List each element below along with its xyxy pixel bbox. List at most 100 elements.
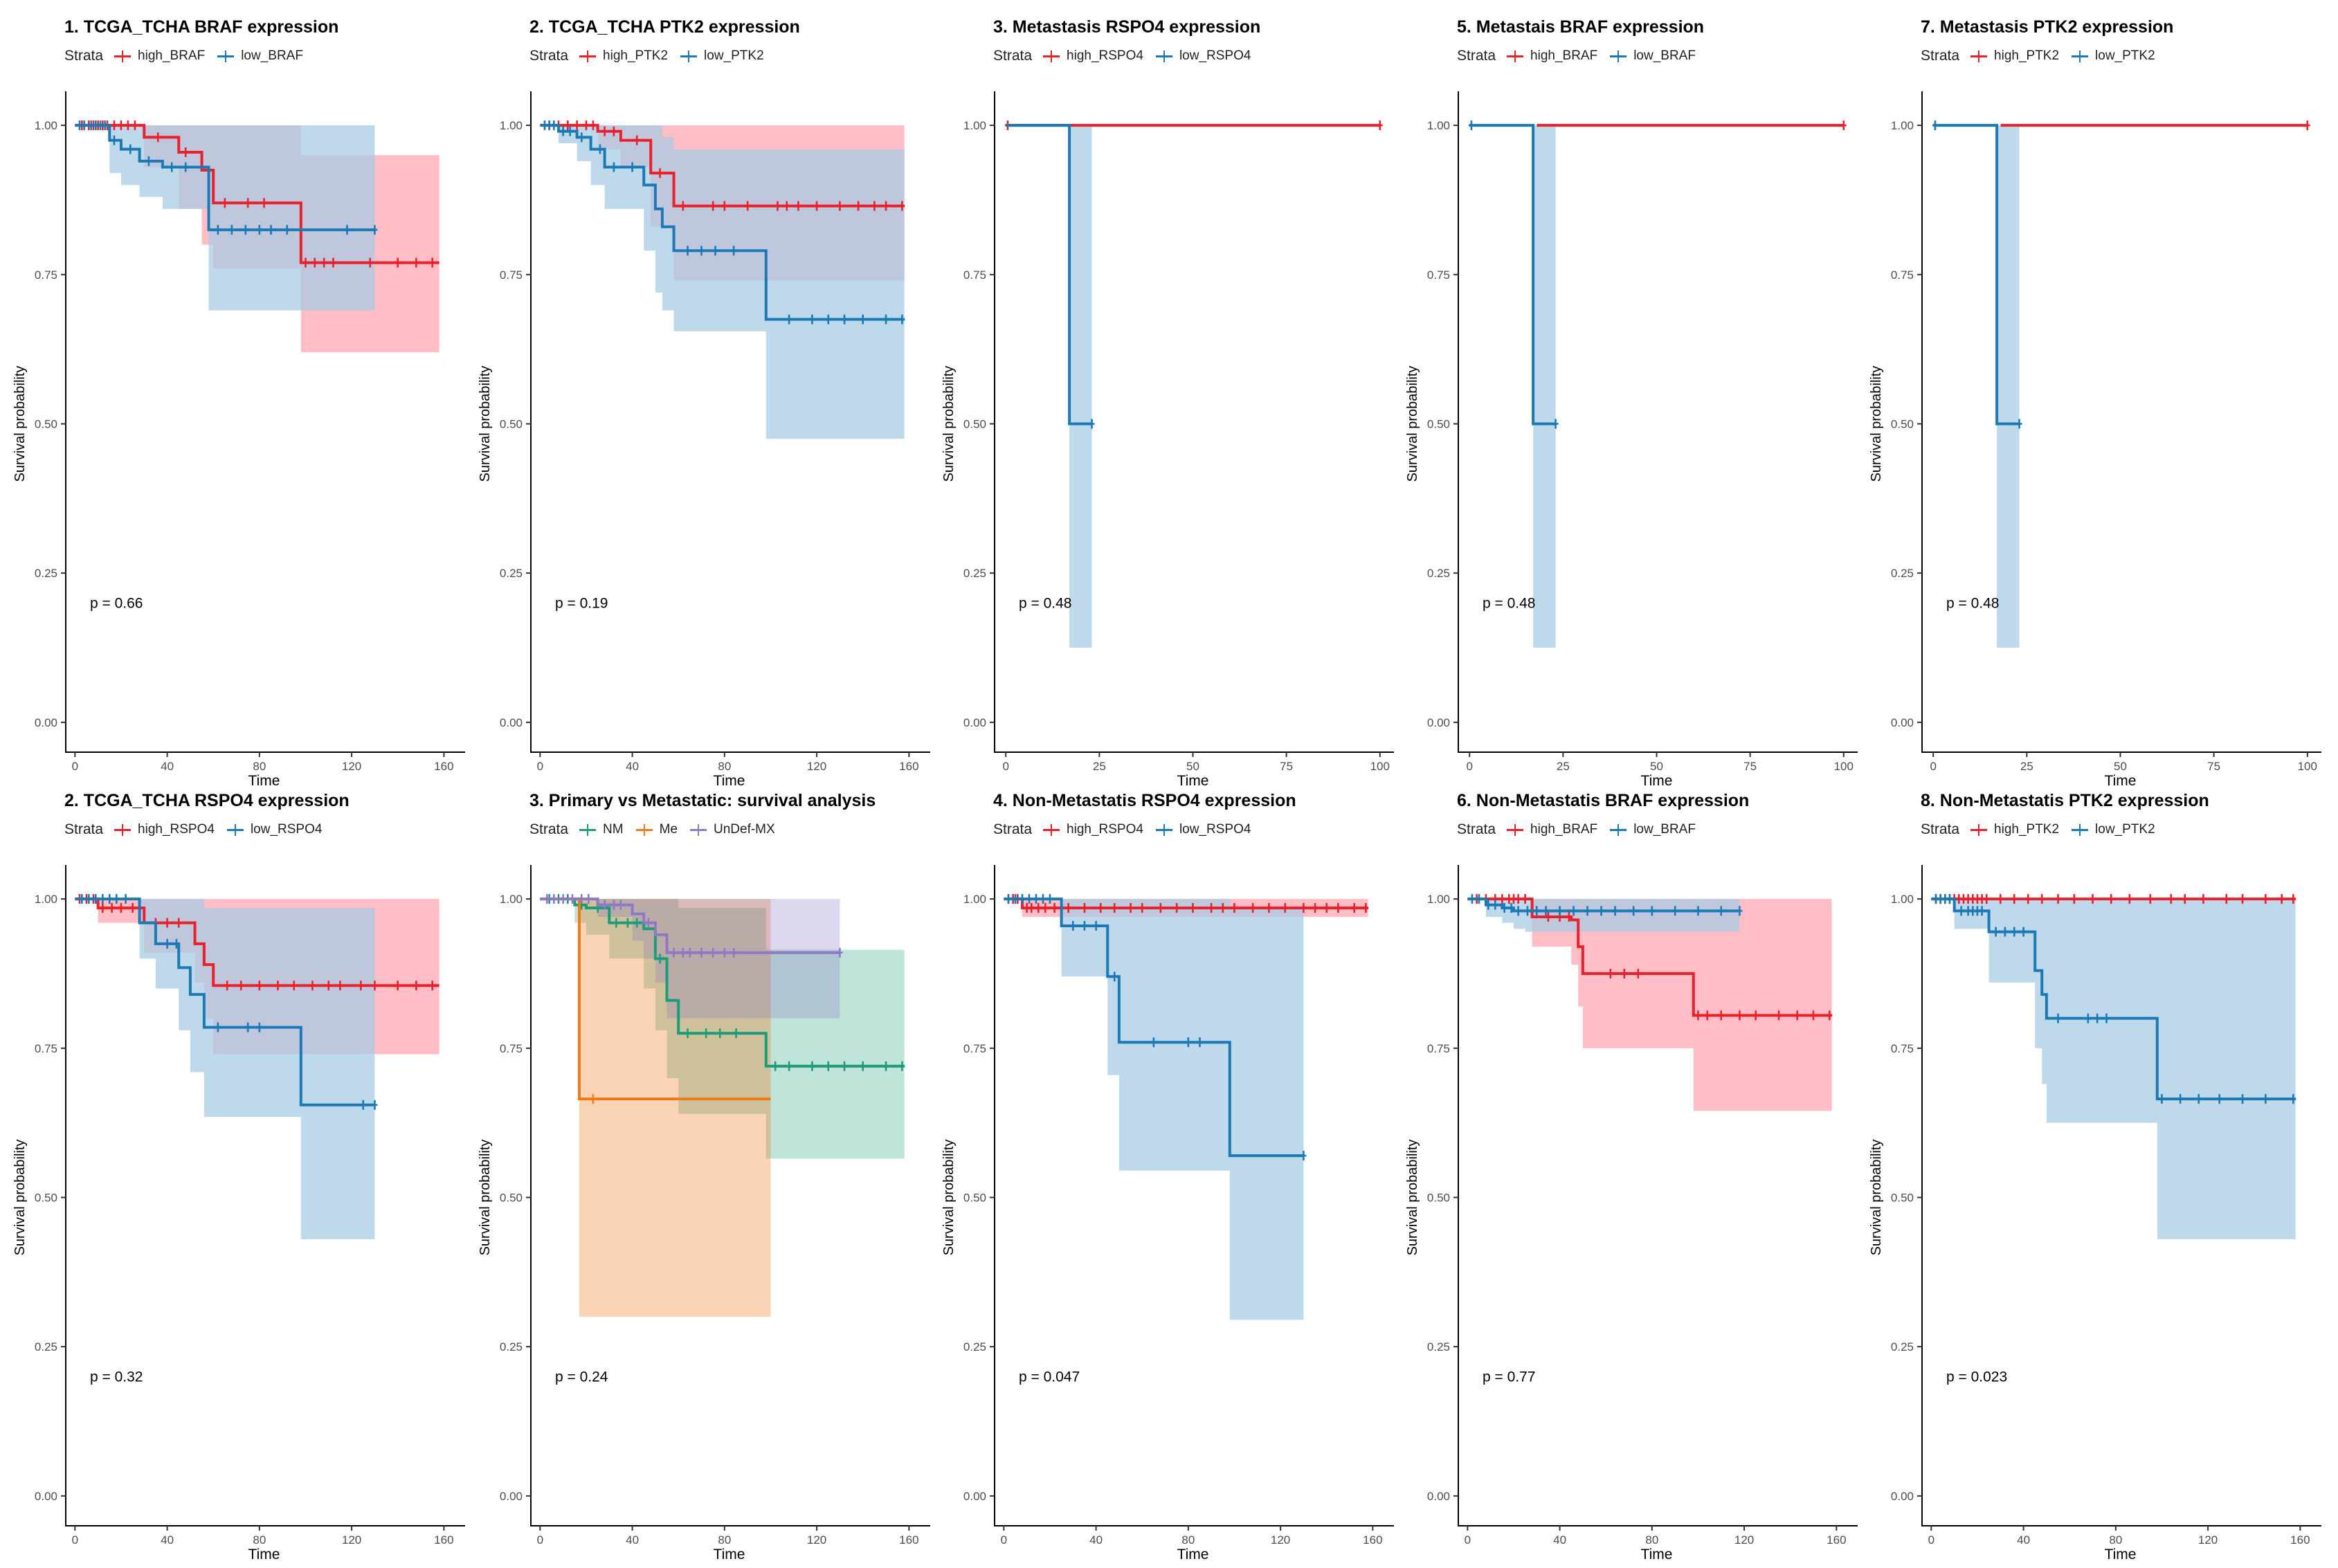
legend-item: high_BRAF	[113, 48, 205, 64]
censor-mark	[344, 225, 350, 235]
censor-mark	[860, 1061, 866, 1071]
x-tick-label: 75	[2207, 760, 2220, 773]
censor-mark	[710, 947, 716, 958]
censor-mark	[1208, 903, 1215, 913]
legend-title: Strata	[1457, 48, 1496, 64]
x-tick-label: 120	[2198, 1533, 2218, 1547]
censor-mark	[680, 201, 686, 211]
censor-mark	[86, 894, 92, 904]
km-panel-8: 4. Non-Metastatis RSPO4 expression Strata…	[929, 774, 1394, 1562]
censor-mark	[1794, 1010, 1800, 1021]
y-tick-label: 0.75	[1891, 268, 1914, 282]
censor-mark	[1631, 906, 1637, 916]
legend: Strata high_RSPO4 low_RSPO4	[993, 819, 1262, 840]
censor-mark	[2039, 894, 2045, 904]
censor-mark	[129, 903, 136, 913]
legend-key	[216, 48, 235, 64]
censor-mark	[228, 225, 235, 235]
censor-mark	[330, 257, 336, 268]
y-tick-label: 0.75	[35, 1042, 57, 1055]
censor-mark	[721, 201, 727, 211]
legend-item: NM	[578, 822, 624, 837]
censor-mark	[1552, 419, 1559, 429]
censor-mark	[429, 257, 435, 268]
censor-mark	[1112, 972, 1118, 982]
confidence-band-low_RSPO4	[1004, 899, 1304, 1320]
x-tick-label: 160	[1363, 1533, 1382, 1547]
censor-mark	[429, 981, 435, 991]
censor-mark	[145, 156, 152, 166]
censor-mark	[574, 120, 580, 131]
y-tick-label: 1.00	[963, 119, 986, 132]
censor-mark	[610, 126, 617, 136]
censor-mark	[809, 1061, 815, 1071]
censor-mark	[837, 201, 843, 211]
legend-title: Strata	[1921, 821, 1960, 837]
censor-mark	[613, 918, 619, 928]
censor-mark	[1028, 903, 1035, 913]
censor-mark	[1051, 903, 1058, 913]
legend-label: low_RSPO4	[250, 822, 323, 837]
x-tick-label: 120	[1734, 1533, 1754, 1547]
legend-item: low_BRAF	[216, 48, 303, 64]
survival-curve-high_RSPO4	[75, 897, 439, 987]
censor-mark	[1065, 903, 1071, 913]
y-tick-label: 1.00	[500, 893, 523, 906]
y-tick-label: 1.00	[1891, 119, 1914, 132]
censor-mark	[1979, 906, 1985, 916]
censor-mark	[337, 981, 343, 991]
censor-mark	[579, 894, 585, 904]
legend-item: high_RSPO4	[1042, 822, 1143, 837]
confidence-band-high_BRAF	[1467, 899, 1832, 1111]
y-axis-label: Survival probability	[478, 1140, 493, 1256]
censor-mark	[883, 1061, 889, 1071]
axes-frame	[994, 865, 1394, 1526]
censor-mark	[132, 120, 138, 131]
legend-item: low_BRAF	[1608, 822, 1696, 837]
censor-mark	[786, 314, 792, 325]
censor-mark	[1098, 903, 1104, 913]
legend-key	[578, 822, 597, 837]
censor-mark	[567, 126, 573, 136]
legend-item: low_PTK2	[2070, 48, 2155, 64]
censor-mark	[245, 198, 251, 208]
legend-title: Strata	[529, 821, 569, 837]
km-panel-3: 3. Metastasis RSPO4 expression Strata high…	[929, 0, 1394, 789]
censor-mark	[1695, 1010, 1701, 1021]
censor-mark	[1033, 894, 1039, 904]
x-tick-label: 160	[434, 1533, 453, 1547]
x-tick-label: 120	[342, 1533, 361, 1547]
censor-mark	[1958, 906, 1964, 916]
confidence-band-low_RSPO4	[75, 899, 375, 1239]
x-axis-label: Time	[1177, 773, 1209, 789]
censor-mark	[1127, 903, 1134, 913]
censor-mark	[1534, 906, 1540, 916]
legend-key	[1042, 48, 1061, 64]
y-tick-label: 1.00	[1427, 119, 1450, 132]
y-tick-label: 0.25	[963, 1340, 986, 1353]
censor-mark	[1150, 1037, 1157, 1048]
censor-mark	[634, 135, 640, 145]
censor-mark	[2090, 894, 2096, 904]
censor-mark	[1718, 1010, 1724, 1021]
y-axis-label: Survival probability	[1869, 366, 1884, 482]
x-tick-label: 160	[1827, 1533, 1846, 1547]
censor-mark	[2177, 1094, 2184, 1104]
censor-mark	[551, 120, 557, 131]
censor-mark	[1557, 906, 1563, 916]
censor-mark	[102, 120, 108, 131]
x-axis-label: Time	[248, 1547, 280, 1562]
censor-mark	[125, 120, 131, 131]
y-tick-label: 0.00	[1891, 716, 1914, 729]
legend-title: Strata	[1921, 48, 1960, 64]
km-panel-9: 6. Non-Metastatis BRAF expression Strata h…	[1393, 774, 1858, 1562]
legend-item: Me	[635, 822, 678, 837]
chart-title: 3. Primary vs Metastatic: survival analy…	[529, 791, 876, 810]
censor-mark	[2223, 894, 2229, 904]
censor-mark	[601, 900, 608, 910]
censor-mark	[1607, 968, 1613, 978]
censor-mark	[617, 900, 624, 910]
km-plot: 0.00 0.25 0.50 0.75 1.00 0 25 50 75 100 Time Surviv…	[1405, 91, 1858, 789]
x-tick-label: 0	[537, 1533, 543, 1547]
censor-mark	[610, 900, 617, 910]
